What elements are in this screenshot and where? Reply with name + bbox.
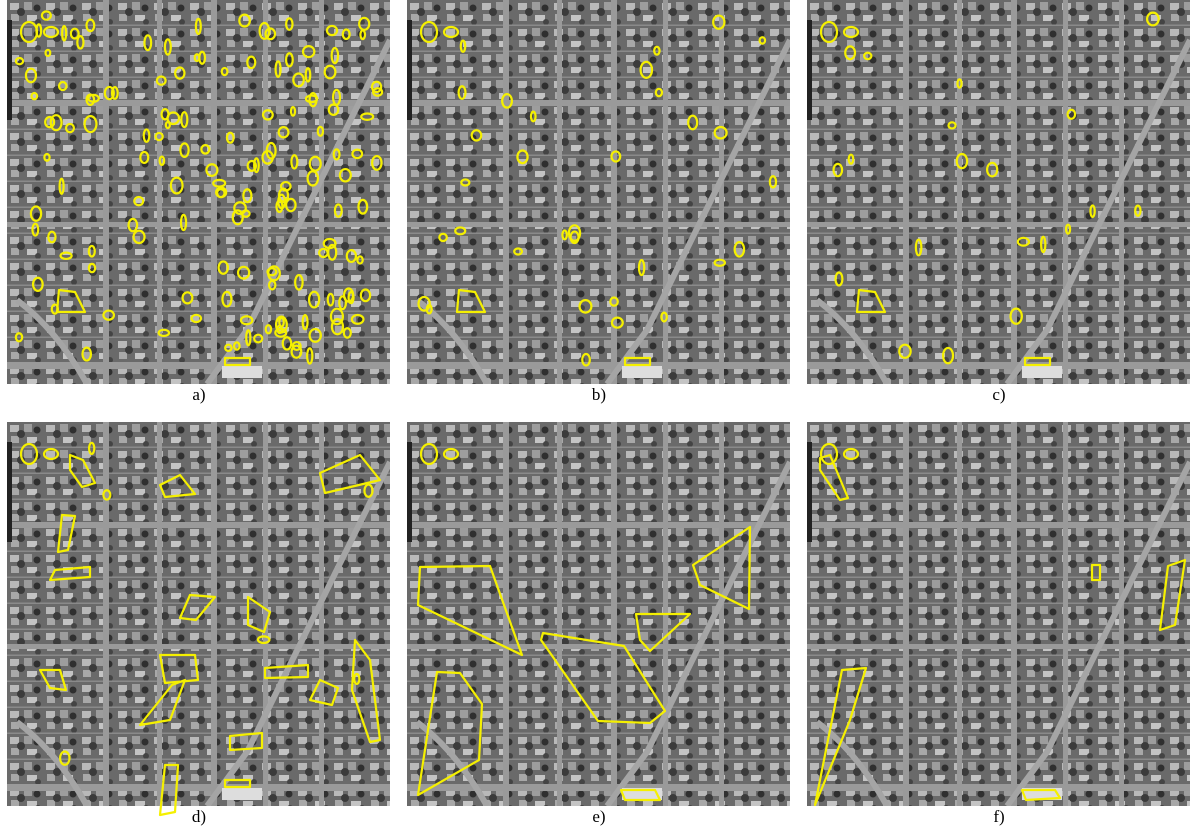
figure: a) b) c) d) e) f) xyxy=(0,0,1197,840)
panel-label: f) xyxy=(993,807,1004,826)
panel-label: e) xyxy=(592,807,605,826)
aerial-image xyxy=(407,422,790,806)
aerial-image xyxy=(407,0,790,384)
panel-label: b) xyxy=(592,385,606,404)
panel-label: c) xyxy=(992,385,1005,404)
panel xyxy=(7,422,390,815)
panel xyxy=(407,422,790,806)
panel xyxy=(7,0,390,384)
aerial-image xyxy=(807,422,1190,806)
panel xyxy=(407,0,790,384)
panel xyxy=(807,0,1190,384)
aerial-image xyxy=(7,422,390,806)
page: a)b)c)d)e)f) (() => { const data = JSON.… xyxy=(0,0,1197,840)
panel-label: d) xyxy=(192,807,206,826)
panel-label: a) xyxy=(192,385,205,404)
panel xyxy=(807,422,1190,806)
